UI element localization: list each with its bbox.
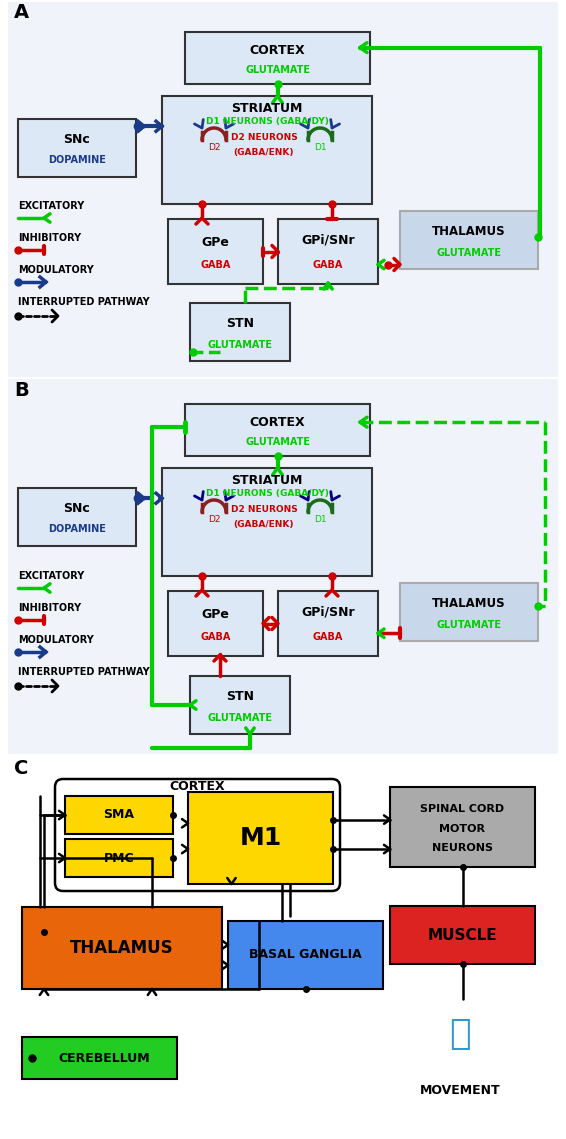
Text: SNc: SNc — [63, 502, 91, 515]
FancyBboxPatch shape — [278, 219, 378, 284]
Text: GPi/SNr: GPi/SNr — [301, 605, 355, 618]
Text: DOPAMINE: DOPAMINE — [48, 524, 106, 533]
FancyBboxPatch shape — [8, 762, 558, 1137]
Text: D1: D1 — [314, 144, 327, 153]
Text: MODULATORY: MODULATORY — [18, 636, 94, 645]
FancyBboxPatch shape — [18, 487, 136, 546]
Text: B: B — [14, 380, 29, 400]
FancyBboxPatch shape — [188, 792, 333, 884]
Text: GLUTAMATE: GLUTAMATE — [436, 248, 501, 257]
FancyBboxPatch shape — [65, 839, 173, 877]
Text: NEURONS: NEURONS — [432, 843, 493, 853]
FancyBboxPatch shape — [185, 32, 370, 84]
Text: D2 NEURONS: D2 NEURONS — [230, 132, 297, 141]
Text: MOVEMENT: MOVEMENT — [419, 1084, 500, 1098]
FancyBboxPatch shape — [8, 2, 558, 377]
FancyBboxPatch shape — [65, 796, 173, 834]
Text: THALAMUS: THALAMUS — [70, 939, 174, 957]
Text: CORTEX: CORTEX — [169, 780, 225, 794]
Text: C: C — [14, 760, 28, 778]
FancyBboxPatch shape — [190, 303, 290, 361]
Text: CEREBELLUM: CEREBELLUM — [59, 1051, 151, 1065]
Text: GABA: GABA — [200, 631, 231, 641]
Text: MODULATORY: MODULATORY — [18, 265, 94, 274]
FancyBboxPatch shape — [22, 1036, 177, 1079]
Text: EXCITATORY: EXCITATORY — [18, 200, 84, 211]
Text: GABA: GABA — [313, 631, 343, 641]
Text: STRIATUM: STRIATUM — [231, 475, 303, 487]
FancyBboxPatch shape — [18, 118, 136, 177]
Text: DOPAMINE: DOPAMINE — [48, 155, 106, 165]
Text: MUSCLE: MUSCLE — [428, 927, 498, 942]
Text: INHIBITORY: INHIBITORY — [18, 603, 81, 613]
FancyBboxPatch shape — [22, 907, 222, 989]
Text: INTERRUPTED PATHWAY: INTERRUPTED PATHWAY — [18, 667, 149, 677]
Text: D2 NEURONS: D2 NEURONS — [230, 505, 297, 514]
FancyBboxPatch shape — [190, 677, 290, 734]
Text: THALAMUS: THALAMUS — [432, 597, 506, 611]
Text: THALAMUS: THALAMUS — [432, 226, 506, 238]
Text: D1 NEURONS (GABA/DY): D1 NEURONS (GABA/DY) — [205, 490, 328, 499]
Text: STN: STN — [226, 690, 254, 704]
Text: EXCITATORY: EXCITATORY — [18, 571, 84, 581]
Text: SPINAL CORD: SPINAL CORD — [421, 804, 504, 814]
FancyBboxPatch shape — [168, 591, 263, 656]
Text: D2: D2 — [208, 516, 220, 524]
FancyBboxPatch shape — [168, 219, 263, 284]
Text: (GABA/ENK): (GABA/ENK) — [234, 148, 294, 157]
Text: GLUTAMATE: GLUTAMATE — [436, 620, 501, 630]
Text: 🚴: 🚴 — [449, 1017, 471, 1051]
Text: GLUTAMATE: GLUTAMATE — [245, 437, 310, 448]
FancyBboxPatch shape — [278, 591, 378, 656]
FancyBboxPatch shape — [8, 379, 558, 754]
Text: STRIATUM: STRIATUM — [231, 103, 303, 115]
FancyBboxPatch shape — [400, 583, 538, 641]
Text: GLUTAMATE: GLUTAMATE — [208, 339, 272, 350]
Text: INTERRUPTED PATHWAY: INTERRUPTED PATHWAY — [18, 297, 149, 308]
FancyBboxPatch shape — [55, 779, 340, 891]
FancyBboxPatch shape — [390, 906, 535, 964]
Text: BASAL GANGLIA: BASAL GANGLIA — [249, 949, 362, 961]
Text: MOTOR: MOTOR — [440, 823, 486, 834]
Text: CORTEX: CORTEX — [250, 44, 305, 57]
Text: CORTEX: CORTEX — [250, 416, 305, 429]
Text: GPe: GPe — [201, 608, 229, 621]
Text: D2: D2 — [208, 144, 220, 153]
Text: A: A — [14, 3, 29, 23]
Text: GABA: GABA — [200, 260, 231, 270]
Text: PMC: PMC — [104, 852, 134, 865]
FancyBboxPatch shape — [185, 404, 370, 456]
Text: STN: STN — [226, 318, 254, 330]
Text: SMA: SMA — [104, 809, 135, 821]
Text: M1: M1 — [239, 826, 282, 850]
Text: INHIBITORY: INHIBITORY — [18, 233, 81, 243]
FancyBboxPatch shape — [400, 211, 538, 269]
Text: GPi/SNr: GPi/SNr — [301, 233, 355, 246]
Text: GLUTAMATE: GLUTAMATE — [208, 713, 272, 723]
Text: GLUTAMATE: GLUTAMATE — [245, 65, 310, 75]
Text: SNc: SNc — [63, 133, 91, 147]
Text: D1: D1 — [314, 516, 327, 524]
FancyBboxPatch shape — [162, 468, 372, 576]
Text: (GABA/ENK): (GABA/ENK) — [234, 519, 294, 528]
Text: GABA: GABA — [313, 260, 343, 270]
Text: GPe: GPe — [201, 236, 229, 249]
FancyBboxPatch shape — [228, 921, 383, 989]
Text: D1 NEURONS (GABA/DY): D1 NEURONS (GABA/DY) — [205, 117, 328, 126]
FancyBboxPatch shape — [162, 96, 372, 204]
FancyBboxPatch shape — [390, 787, 535, 867]
